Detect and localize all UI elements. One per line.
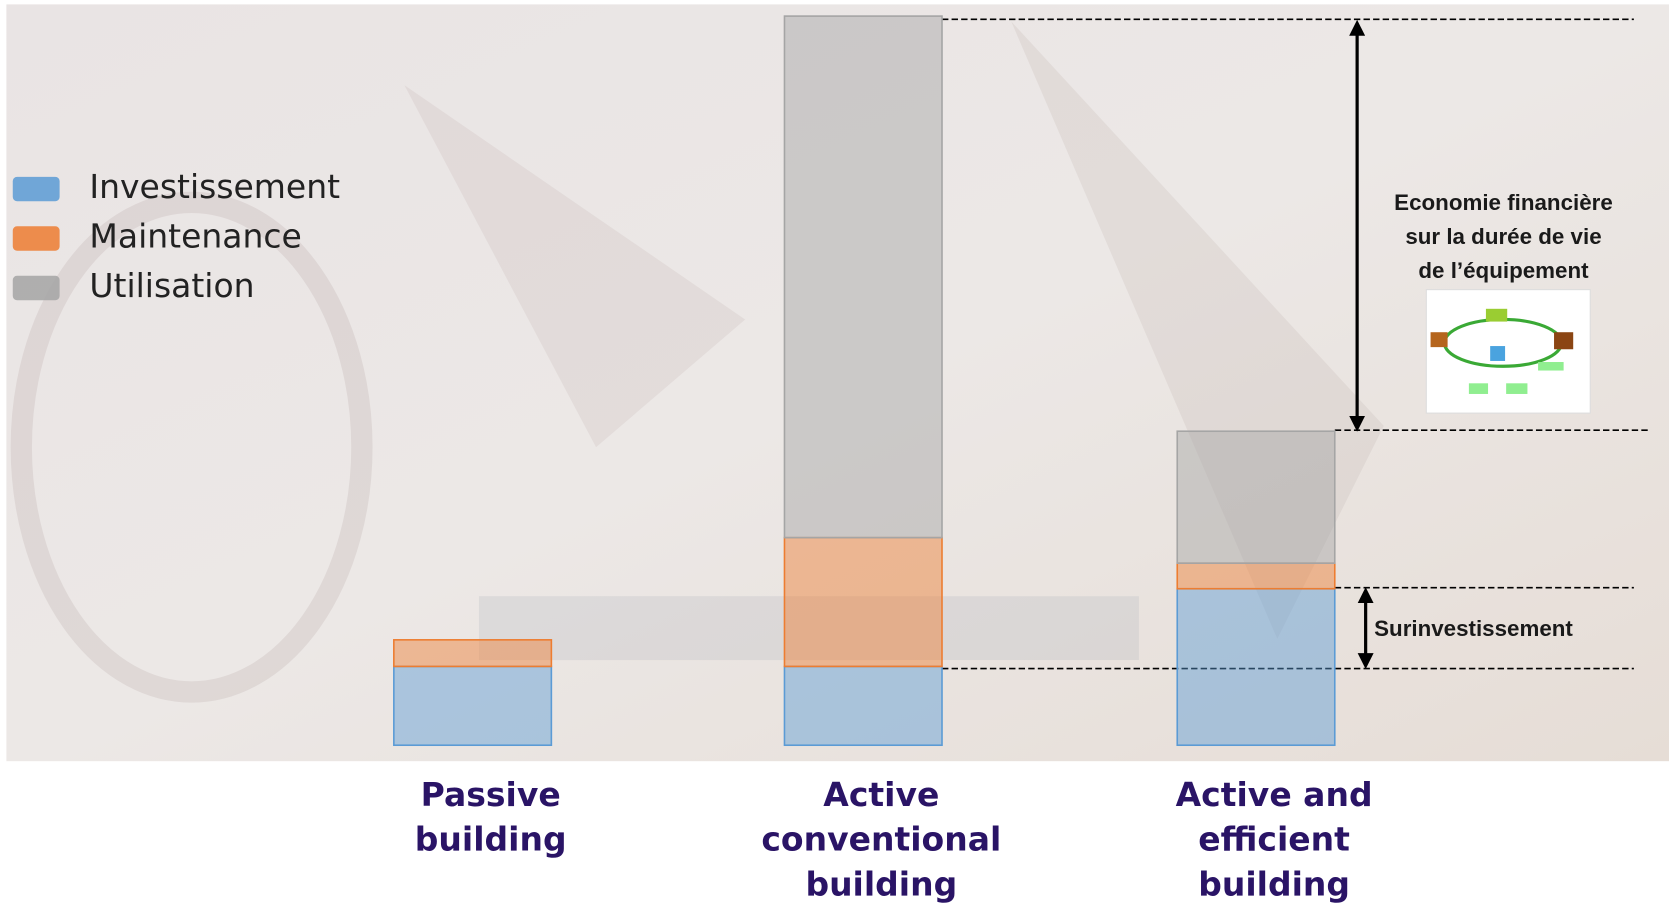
bar-segment [784, 538, 942, 667]
bar-segment [394, 640, 552, 667]
legend-swatch [13, 276, 60, 300]
category-label-box: Passive building [331, 773, 650, 905]
annotation: Surinvestissement [1374, 616, 1573, 641]
category-label: Active conventional building [722, 773, 1041, 905]
category-label-box: Active and efficient building [1114, 773, 1433, 905]
page: {"chart_data": {"type": "stacked_bar", "… [0, 0, 1669, 905]
bar-segment [1177, 563, 1335, 589]
category-label-box: Active conventional building [722, 773, 1041, 905]
bar-segment [394, 666, 552, 745]
annotation-box: Economie financière sur la durée de vie … [1362, 186, 1644, 292]
annotation: Economie financière sur la durée de vie … [1362, 186, 1644, 288]
legend-label: Utilisation [89, 266, 254, 305]
legend-swatch [13, 226, 60, 250]
legend-label: Maintenance [89, 217, 301, 256]
cycle-icon [1426, 290, 1590, 413]
bar-segment [1177, 431, 1335, 563]
category-label: Passive building [331, 773, 650, 862]
chart: Economie financière sur la durée de vie … [0, 0, 1669, 905]
bar-segment [784, 666, 942, 745]
legend-swatch [13, 177, 60, 201]
legend-label: Investissement [89, 167, 340, 206]
bar-segment [1177, 589, 1335, 745]
category-label: Active and efficient building [1114, 773, 1433, 905]
bar-segment [784, 16, 942, 538]
